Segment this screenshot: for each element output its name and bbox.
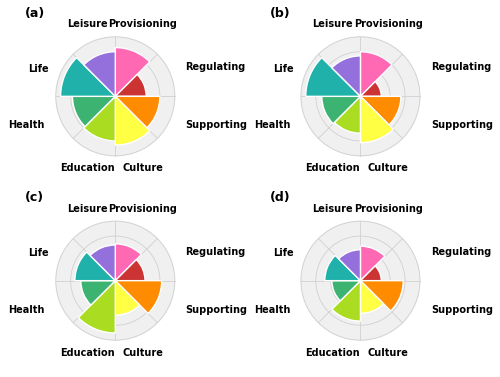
Text: Health: Health bbox=[254, 121, 290, 130]
Wedge shape bbox=[78, 280, 116, 333]
Wedge shape bbox=[338, 250, 360, 280]
Wedge shape bbox=[72, 97, 116, 127]
Text: Life: Life bbox=[273, 248, 293, 258]
Wedge shape bbox=[306, 58, 360, 97]
Wedge shape bbox=[332, 56, 360, 97]
Text: (b): (b) bbox=[270, 7, 290, 20]
Wedge shape bbox=[116, 280, 162, 313]
Text: Provisioning: Provisioning bbox=[354, 204, 422, 214]
Circle shape bbox=[56, 37, 175, 156]
Wedge shape bbox=[332, 280, 360, 321]
Text: Supporting: Supporting bbox=[431, 121, 493, 130]
Wedge shape bbox=[116, 48, 150, 97]
Text: Leisure: Leisure bbox=[312, 204, 353, 214]
Wedge shape bbox=[360, 280, 384, 313]
Wedge shape bbox=[116, 75, 146, 97]
Text: (c): (c) bbox=[25, 192, 44, 204]
Text: Education: Education bbox=[60, 348, 115, 358]
Wedge shape bbox=[60, 58, 116, 97]
Text: Culture: Culture bbox=[368, 163, 408, 173]
Wedge shape bbox=[322, 97, 360, 124]
Wedge shape bbox=[360, 52, 392, 97]
Wedge shape bbox=[116, 97, 150, 145]
Text: Regulating: Regulating bbox=[431, 62, 491, 72]
Text: Leisure: Leisure bbox=[67, 19, 108, 29]
Text: Education: Education bbox=[60, 163, 115, 173]
Text: Culture: Culture bbox=[122, 163, 164, 173]
Wedge shape bbox=[334, 97, 360, 133]
Wedge shape bbox=[116, 280, 140, 315]
Circle shape bbox=[301, 37, 420, 156]
Text: Life: Life bbox=[28, 64, 48, 74]
Text: Provisioning: Provisioning bbox=[108, 19, 178, 29]
Text: Supporting: Supporting bbox=[186, 305, 248, 315]
Text: (a): (a) bbox=[25, 7, 45, 20]
Wedge shape bbox=[360, 81, 382, 97]
Text: Life: Life bbox=[28, 248, 48, 258]
Text: Health: Health bbox=[8, 305, 45, 315]
Wedge shape bbox=[360, 97, 393, 143]
Text: Supporting: Supporting bbox=[431, 305, 493, 315]
Text: Education: Education bbox=[306, 163, 360, 173]
Text: Life: Life bbox=[273, 64, 293, 74]
Wedge shape bbox=[84, 52, 116, 97]
Wedge shape bbox=[332, 280, 360, 301]
Text: Regulating: Regulating bbox=[186, 62, 246, 72]
Text: Education: Education bbox=[306, 348, 360, 358]
Wedge shape bbox=[75, 252, 116, 280]
Text: Leisure: Leisure bbox=[67, 204, 108, 214]
Wedge shape bbox=[360, 280, 404, 311]
Wedge shape bbox=[360, 97, 401, 125]
Text: Leisure: Leisure bbox=[312, 19, 353, 29]
Text: Health: Health bbox=[254, 305, 290, 315]
Text: Regulating: Regulating bbox=[431, 247, 491, 256]
Text: Health: Health bbox=[8, 121, 45, 130]
Wedge shape bbox=[360, 246, 385, 280]
Wedge shape bbox=[84, 97, 116, 141]
Text: Provisioning: Provisioning bbox=[108, 204, 178, 214]
Text: Culture: Culture bbox=[368, 348, 408, 358]
Wedge shape bbox=[90, 245, 116, 280]
Text: Regulating: Regulating bbox=[186, 247, 246, 256]
Text: (d): (d) bbox=[270, 192, 290, 204]
Wedge shape bbox=[325, 256, 360, 280]
Text: Provisioning: Provisioning bbox=[354, 19, 422, 29]
Wedge shape bbox=[360, 266, 382, 280]
Wedge shape bbox=[116, 97, 160, 128]
Wedge shape bbox=[81, 280, 116, 305]
Text: Supporting: Supporting bbox=[186, 121, 248, 130]
Text: Culture: Culture bbox=[122, 348, 164, 358]
Wedge shape bbox=[116, 260, 145, 280]
Circle shape bbox=[301, 221, 420, 340]
Wedge shape bbox=[116, 244, 141, 280]
Circle shape bbox=[56, 221, 175, 340]
